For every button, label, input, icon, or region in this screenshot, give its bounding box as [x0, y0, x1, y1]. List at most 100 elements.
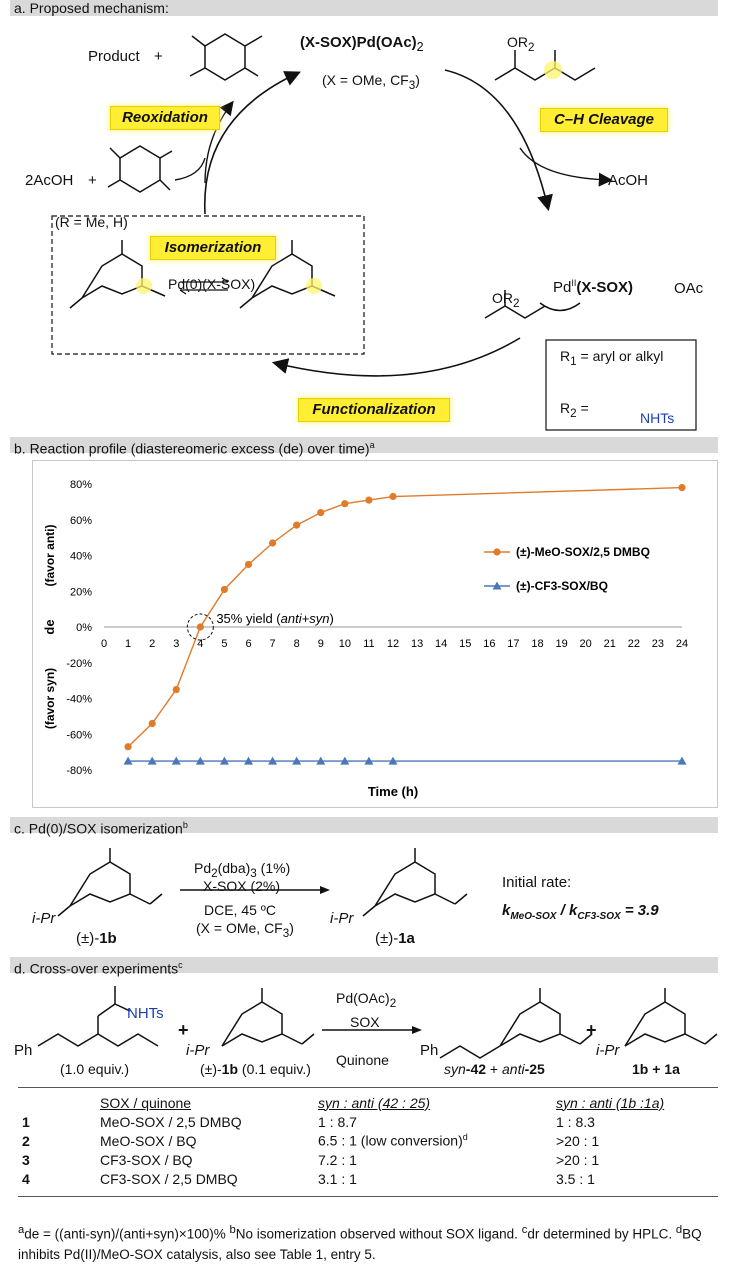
ch-highlight — [544, 61, 562, 79]
ipr-label-c2: i-Pr — [330, 910, 354, 927]
data-point — [317, 509, 325, 517]
data-point — [172, 685, 180, 694]
foot-c-sup: c — [521, 1224, 528, 1236]
ratio2-cell: >20 : 1 — [556, 1151, 600, 1168]
x-tick-label: 16 — [483, 638, 495, 650]
equilibrium-arrows — [179, 277, 229, 295]
chart-frame — [32, 460, 718, 808]
x-tick-label: 20 — [580, 638, 592, 650]
entry-cell: 2 — [22, 1132, 30, 1149]
table-row: 4 CF3-SOX / 2,5 DMBQ 3.1 : 1 3.5 : 1 — [18, 1169, 718, 1188]
legend-label-0: (±)-MeO-SOX/2,5 DMBQ — [516, 545, 650, 559]
ratio2-cell: 1 : 8.3 — [556, 1113, 595, 1130]
series-line-0 — [127, 486, 683, 748]
ph-label-1: Ph — [14, 1042, 33, 1059]
iso-reagent-1: Pd2(dba)3 (1%) — [194, 860, 291, 880]
x-tick-label: 14 — [435, 638, 447, 650]
foot-c: dr determined by HPLC. — [527, 1226, 673, 1242]
x-tick-label: 17 — [507, 638, 519, 650]
x-axis-title: Time (h) — [368, 784, 418, 799]
cycle-arrow-top-right — [444, 69, 553, 212]
x-tick-label: 21 — [604, 638, 616, 650]
x-tick-label: 1 — [125, 638, 131, 650]
x-tick-label: 3 — [173, 638, 179, 650]
foot-d-sup: d — [675, 1224, 683, 1236]
de-time-chart: 80%60%40%20%0%-20%-40%-60%-80%0 1 2 3 4 5 6 7 8 9… — [42, 479, 688, 799]
legend-marker-0 — [493, 548, 501, 556]
footnotes: ade = ((anti-syn)/(anti+syn)×100)% bNo i… — [18, 1220, 718, 1265]
x-tick-label: 7 — [270, 638, 276, 650]
data-point — [316, 756, 326, 765]
head-sox: SOX / quinone — [100, 1094, 192, 1111]
section-b-header: b. Reaction profile (diastereomeric exce… — [10, 437, 718, 457]
sm-1b-label: (±)-1b — [76, 930, 117, 947]
x-tick-label: 19 — [555, 638, 567, 650]
stereocenter-highlight-right — [306, 278, 322, 294]
y-tick-label: -40% — [66, 694, 92, 706]
data-point — [292, 756, 302, 765]
table-row: 2 MeO-SOX / BQ 6.5 : 1 (low conversion)d… — [18, 1131, 718, 1150]
catalyst-label: (X-SOX)Pd(OAc)2 — [300, 34, 424, 54]
y-tick-label: 20% — [70, 586, 92, 598]
data-point — [196, 623, 204, 631]
plus-sign-top: + — [154, 48, 163, 65]
data-point — [268, 756, 278, 765]
data-point — [678, 483, 686, 492]
data-point — [123, 756, 133, 765]
r2-definition: R2 = — [560, 400, 589, 420]
ratio1-cell: 3.1 : 1 — [318, 1170, 357, 1187]
annotation-circle — [186, 613, 214, 641]
ratio2-cell: 3.5 : 1 — [556, 1170, 595, 1187]
rate-title: Initial rate: — [502, 874, 572, 891]
foot-a: de = ((anti-syn)/(anti+syn)×100)% — [24, 1226, 226, 1242]
ipr-label-d2: i-Pr — [596, 1042, 620, 1059]
table-top-rule — [18, 1087, 718, 1088]
foot-b-sup: b — [229, 1224, 236, 1236]
iso-cond-2: (X = OMe, CF3) — [196, 920, 294, 940]
y-tick-label: -80% — [66, 765, 92, 777]
oac-label: OAc — [674, 280, 704, 297]
nhts-label: NHTs — [640, 410, 675, 426]
ratio2-cell: >20 : 1 — [556, 1132, 600, 1149]
isomerization-box — [51, 215, 365, 355]
x-tick-label: 22 — [628, 638, 640, 650]
data-point — [148, 719, 156, 728]
sm1-equiv: (1.0 equiv.) — [60, 1061, 129, 1077]
pi-allyl-label: PdII(X-SOX) — [553, 278, 634, 296]
section-a-header: a. Proposed mechanism: — [10, 0, 718, 16]
section-b-sup: a — [369, 440, 375, 450]
nhts-label-d: NHTs — [127, 1005, 164, 1022]
data-point — [341, 500, 349, 508]
catalyst-note: (X = OMe, CF3) — [322, 72, 420, 92]
y-tick-label: -20% — [66, 658, 92, 670]
x-tick-label: 2 — [149, 638, 155, 650]
foot-b: No isomerization observed without SOX li… — [235, 1226, 518, 1242]
pr-1a-label: (±)-1a — [375, 930, 415, 947]
ch-cleavage-label: C–H Cleavage — [540, 108, 668, 132]
pd0-label: Pd(0)(X-SOX) — [168, 276, 256, 292]
x-tick-label: 12 — [387, 638, 399, 650]
acoh-branch-arrow — [519, 147, 613, 187]
sox-cell: CF3-SOX / BQ — [100, 1151, 193, 1168]
crossover-table: SOX / quinone syn : anti (42 : 25) syn :… — [18, 1093, 718, 1188]
pi-allyl-structure — [484, 290, 581, 319]
section-c-sup: b — [182, 820, 188, 830]
legend-marker-1 — [492, 581, 502, 590]
data-point — [147, 756, 157, 765]
ratio1-cell: 6.5 : 1 (low conversion)d — [318, 1132, 468, 1149]
x-tick-label: 23 — [652, 638, 664, 650]
plus-sign-left: + — [88, 172, 97, 189]
sox-cell: CF3-SOX / 2,5 DMBQ — [100, 1170, 238, 1187]
legend-label-1: (±)-CF3-SOX/BQ — [516, 579, 608, 593]
mechanism-scheme — [51, 33, 697, 431]
entry-cell: 4 — [22, 1170, 30, 1187]
data-point — [389, 492, 397, 501]
annotation-text: 35% yield (anti+syn) — [216, 611, 333, 626]
acoh-in-label: 2AcOH — [25, 172, 74, 189]
table-header-row: SOX / quinone syn : anti (42 : 25) syn :… — [18, 1093, 718, 1112]
product-label: Product — [88, 48, 140, 65]
sox-cell: MeO-SOX / BQ — [100, 1132, 197, 1149]
entry-cell: 3 — [22, 1151, 30, 1168]
xo-reagent-3: Quinone — [336, 1052, 389, 1068]
x-tick-label: 6 — [245, 638, 251, 650]
